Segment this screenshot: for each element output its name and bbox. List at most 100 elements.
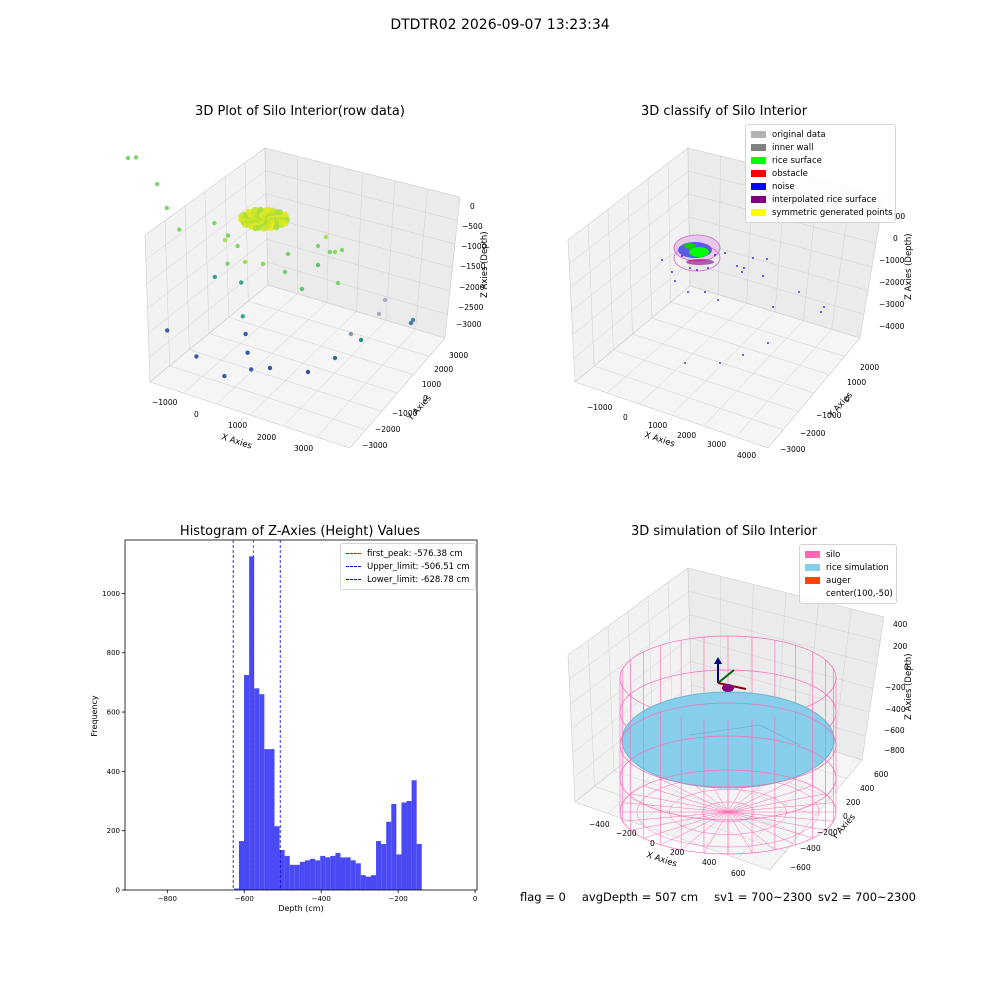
surface-point xyxy=(267,224,274,231)
scatter-point xyxy=(282,269,288,275)
noise-point xyxy=(772,306,774,308)
scatter-point xyxy=(222,373,227,379)
noise-point xyxy=(684,362,686,364)
surface-point xyxy=(252,225,259,232)
histogram-bar xyxy=(350,860,356,890)
histogram-bar xyxy=(406,801,412,890)
classify-x-tick: 1000 xyxy=(648,421,667,430)
silo-floor-spoke xyxy=(630,811,729,831)
scatter-point xyxy=(225,233,231,238)
scatter-point xyxy=(133,155,139,160)
legend-item-center: center(100,-50) xyxy=(826,588,893,599)
noise-point xyxy=(696,269,698,271)
sv2-value: sv2 = 700~2300 xyxy=(818,890,916,904)
legend-item-original-data: original data xyxy=(751,128,890,141)
legend-item-obstacle: obstacle xyxy=(751,167,890,180)
scatter-point xyxy=(164,205,169,211)
simulation-z-tick: 200 xyxy=(893,642,908,651)
raw-x-tick: 1000 xyxy=(228,421,247,430)
avg-depth-value: avgDepth = 507 cm xyxy=(581,890,699,904)
raw-y-tick: 0 xyxy=(423,394,428,403)
surface-point xyxy=(270,207,277,214)
simulation-y-tick: −400 xyxy=(800,844,821,853)
simulation-x-tick: −200 xyxy=(616,829,637,838)
classify-tick-labels: −1000 0 1000 2000 3000 4000 −3000 −2000 … xyxy=(587,212,905,460)
noise-point xyxy=(752,257,754,259)
silo-floor-spoke xyxy=(727,811,813,839)
classify-z-tick: −1000 xyxy=(879,256,905,265)
histogram-bar xyxy=(304,860,311,890)
classify-x-tick: 3000 xyxy=(707,440,726,449)
histogram-bar xyxy=(315,860,321,890)
scatter-point xyxy=(305,369,311,375)
surface-point xyxy=(265,206,272,213)
simulation-z-tick: −800 xyxy=(884,746,905,755)
noise-point xyxy=(681,255,683,257)
scatter-point xyxy=(242,259,248,265)
simulation-y-tick: 0 xyxy=(843,812,848,821)
histogram-x-label: Depth (cm) xyxy=(278,904,323,913)
histogram-frame xyxy=(124,539,478,891)
x-tick-label: −600 xyxy=(235,895,254,903)
histogram-bar xyxy=(355,863,361,890)
silo-floor-spoke xyxy=(622,802,729,813)
raw-x-tick: 3000 xyxy=(294,444,313,453)
x-tick-label: −200 xyxy=(389,895,408,903)
raw-z-tick: −500 xyxy=(462,222,483,231)
scatter-point xyxy=(260,261,266,267)
histogram-bar xyxy=(289,864,295,890)
scatter-point xyxy=(212,274,217,280)
histogram-bar xyxy=(259,694,265,890)
raw-z-tick: −1000 xyxy=(461,242,487,251)
noise-point xyxy=(766,258,768,260)
scatter-point xyxy=(327,249,333,255)
histogram-bar xyxy=(340,857,346,890)
simulation-x-tick: 200 xyxy=(670,848,685,857)
simulation-x-tick: 0 xyxy=(650,839,655,848)
histogram-bar xyxy=(264,749,270,890)
noise-point xyxy=(687,291,689,293)
surface-point xyxy=(245,208,252,215)
classify-y-tick: 0 xyxy=(845,395,850,404)
histogram-bars xyxy=(233,556,422,890)
scatter-point xyxy=(225,261,230,266)
classify-y-tick: −2000 xyxy=(800,429,826,438)
scatter-point xyxy=(299,286,305,292)
scatter-point xyxy=(332,355,338,361)
surface-point xyxy=(242,221,249,228)
classify-z-tick: −3000 xyxy=(879,300,905,309)
surface-point xyxy=(273,224,280,231)
sv1-value: sv1 = 700~2300 xyxy=(714,890,813,904)
histogram-x-ticks: −800 −600 −400 −200 0 xyxy=(158,890,477,903)
simulation-legend: silo rice simulation auger center(100,-5… xyxy=(799,544,897,604)
x-tick-label: 0 xyxy=(473,895,477,903)
histogram-bar xyxy=(345,857,351,890)
scatter-point xyxy=(315,262,321,268)
histogram-bar xyxy=(294,864,300,890)
histogram-bar xyxy=(320,855,326,890)
legend-item-noise: noise xyxy=(751,180,890,193)
classify-noise-points xyxy=(661,252,825,364)
legend-item-upper-limit: Upper_limit: -506.51 cm xyxy=(346,560,470,573)
classify-z-axis-label: Z Axies (Depth) xyxy=(904,233,914,300)
silo-floor-spoke xyxy=(727,802,834,813)
histogram-bar xyxy=(365,876,371,890)
simulation-y-tick: −200 xyxy=(817,828,838,837)
histogram-bar xyxy=(396,854,402,890)
silo-wireframe-front xyxy=(619,678,837,855)
scatter-point xyxy=(376,311,382,317)
histogram-bar xyxy=(325,857,331,890)
raw-z-tick: 0 xyxy=(470,202,475,211)
histogram-bar xyxy=(269,749,275,890)
noise-point xyxy=(717,299,719,301)
histogram-reference-lines xyxy=(232,540,281,890)
simulation-z-tick: −600 xyxy=(884,726,905,735)
surface-point xyxy=(257,206,264,213)
scatter-point xyxy=(235,243,240,249)
histogram-bar xyxy=(376,841,382,890)
classify-y-tick: 1000 xyxy=(847,378,866,387)
histogram-y-ticks: 0 200 400 600 800 1000 xyxy=(102,590,125,895)
noise-point xyxy=(820,311,822,313)
classify-y-tick: 2000 xyxy=(860,363,879,372)
